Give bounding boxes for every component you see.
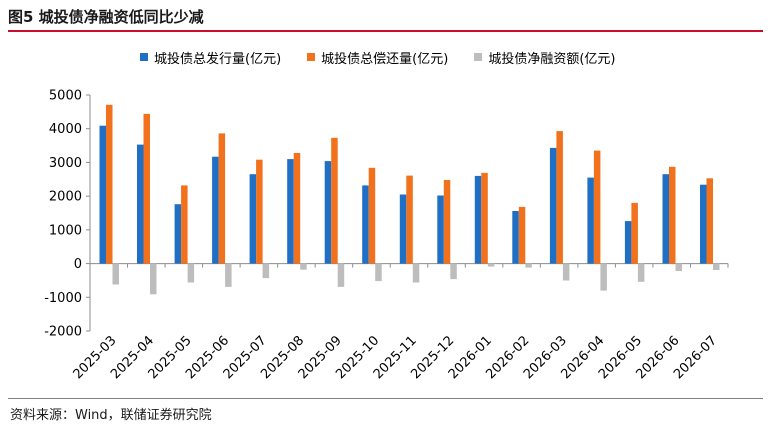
y-tick-label: 4000	[49, 122, 82, 137]
figure-title: 图5 城投债净融资低同比少减	[8, 8, 204, 26]
repayment-bar	[143, 113, 150, 264]
repayment-bar	[481, 172, 488, 264]
legend-label-issuance: 城投债总发行量(亿元)	[154, 51, 282, 67]
legend-label-repayment: 城投债总偿还量(亿元)	[321, 51, 449, 67]
repayment-bar	[518, 206, 526, 264]
y-tick-label: 3000	[49, 156, 82, 171]
issuance-bar	[700, 184, 707, 264]
legend-item-issuance: 城投债总发行量(亿元)	[140, 48, 281, 67]
net-financing-bar	[450, 263, 457, 280]
title-rule	[8, 30, 763, 32]
legend-item-repayment: 城投债总偿还量(亿元)	[307, 48, 448, 67]
repayment-bar	[593, 150, 601, 264]
net-financing-bar	[262, 263, 270, 279]
issuance-bar	[174, 204, 182, 264]
repayment-bar	[293, 153, 301, 264]
legend-swatch-repayment	[307, 53, 316, 61]
net-financing-bar	[412, 263, 420, 283]
issuance-bar	[399, 194, 407, 264]
repayment-bar	[669, 166, 676, 264]
issuance-bar	[324, 161, 332, 264]
net-financing-bar	[562, 263, 570, 281]
source-rule	[8, 398, 763, 399]
repayment-bar	[406, 175, 413, 264]
issuance-bar	[287, 159, 294, 264]
issuance-bar	[549, 147, 557, 264]
y-tick-label: -1000	[44, 291, 82, 306]
y-tick-label: 2000	[49, 190, 82, 205]
issuance-bar	[137, 144, 144, 264]
net-financing-bar	[487, 263, 495, 267]
legend-item-net-financing: 城投债净融资额(亿元)	[474, 48, 615, 67]
net-financing-bar	[637, 263, 645, 282]
net-financing-bar	[600, 263, 607, 291]
net-financing-bar	[713, 263, 720, 270]
net-financing-bar	[525, 263, 532, 268]
net-financing-bar	[375, 263, 382, 282]
figure-header: 图5 城投债净融资低同比少减	[8, 4, 763, 32]
repayment-bar	[218, 133, 226, 264]
net-financing-bar	[187, 263, 195, 283]
repayment-bar	[368, 167, 376, 264]
issuance-bar	[437, 195, 444, 264]
issuance-bar	[474, 175, 482, 264]
repayment-bar	[706, 178, 713, 264]
y-tick-label: 1000	[49, 223, 82, 238]
source-note: 资料来源：Wind，联储证券研究院	[10, 408, 212, 423]
issuance-bar	[99, 125, 106, 264]
repayment-bar	[631, 202, 638, 264]
issuance-bar	[624, 221, 632, 264]
y-tick-label: 0	[74, 257, 82, 272]
repayment-bar	[181, 185, 188, 264]
issuance-bar	[587, 177, 594, 264]
repayment-bar	[256, 159, 263, 264]
y-tick-label: -2000	[44, 325, 82, 340]
issuance-bar	[249, 174, 257, 264]
issuance-bar	[512, 211, 519, 264]
repayment-bar	[443, 180, 451, 264]
issuance-bar	[362, 185, 369, 264]
chart-legend: 城投债总发行量(亿元) 城投债总偿还量(亿元) 城投债净融资额(亿元)	[140, 48, 641, 67]
repayment-bar	[106, 104, 113, 264]
legend-swatch-issuance	[140, 53, 148, 61]
repayment-bar	[556, 131, 563, 264]
legend-swatch-net-financing	[474, 53, 483, 61]
net-financing-bar	[225, 263, 232, 287]
legend-label-net-financing: 城投债净融资额(亿元)	[488, 51, 616, 67]
repayment-bar	[331, 137, 338, 264]
net-financing-bar	[150, 263, 157, 295]
y-tick-label: 5000	[49, 89, 82, 104]
net-financing-bar	[675, 263, 682, 271]
net-financing-bar	[112, 263, 119, 285]
issuance-bar	[662, 174, 669, 264]
net-financing-bar	[300, 263, 307, 270]
issuance-bar	[212, 156, 219, 264]
net-financing-bar	[337, 263, 345, 287]
